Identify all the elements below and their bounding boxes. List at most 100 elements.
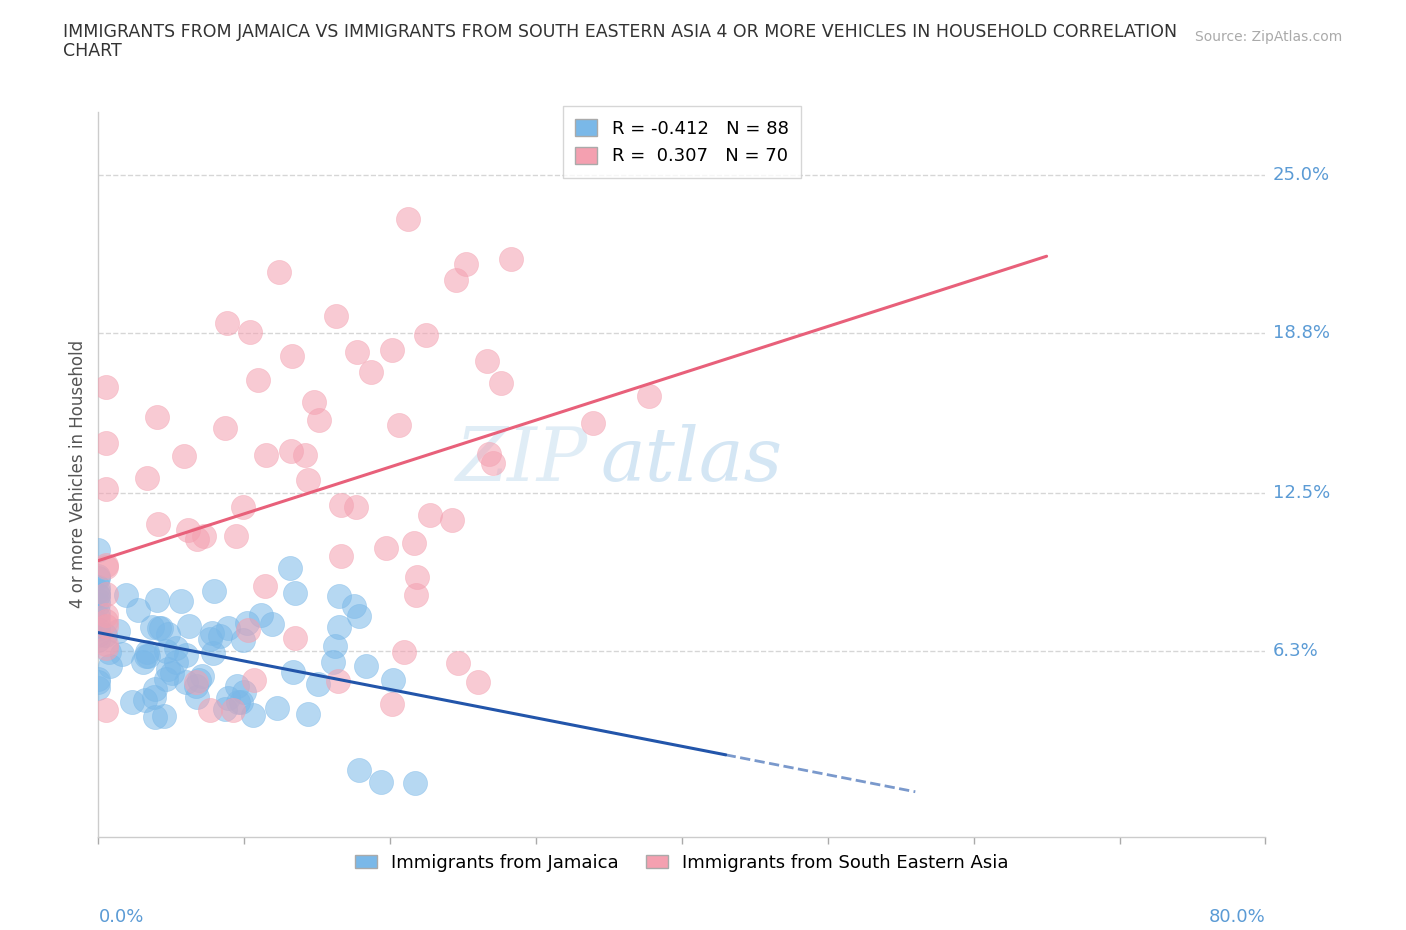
Point [381,697,404,711]
Point [94,637,117,652]
Point [143,710,166,724]
Point [491,375,513,390]
Text: 12.5%: 12.5% [1272,485,1330,502]
Point [349,763,371,777]
Text: Source: ZipAtlas.com: Source: ZipAtlas.com [1195,30,1343,44]
Point [415,327,437,342]
Point [329,498,352,512]
Point [184,675,207,690]
Point [156,627,179,642]
Point [111,646,134,661]
Point [87,592,110,607]
Point [260,617,283,631]
Point [157,662,180,677]
Point [170,594,193,609]
Point [325,309,347,324]
Text: ZIP: ZIP [457,423,589,496]
Point [136,649,159,664]
Point [132,655,155,670]
Point [404,776,426,790]
Legend: Immigrants from Jamaica, Immigrants from South Eastern Asia: Immigrants from Jamaica, Immigrants from… [347,846,1017,879]
Point [94,628,117,643]
Point [308,413,330,428]
Point [87,604,110,619]
Point [232,632,254,647]
Point [302,394,325,409]
Point [233,684,256,699]
Text: 25.0%: 25.0% [1272,166,1330,184]
Point [94,435,117,450]
Point [148,517,170,532]
Point [87,568,110,583]
Point [114,587,136,602]
Point [328,619,350,634]
Point [370,775,392,790]
Point [150,620,173,635]
Point [162,666,184,681]
Point [406,569,429,584]
Text: 0.0%: 0.0% [98,909,143,926]
Point [346,345,368,360]
Point [107,624,129,639]
Point [382,672,405,687]
Point [280,444,302,458]
Point [198,631,221,646]
Point [179,619,201,634]
Point [143,681,166,696]
Point [202,583,225,598]
Point [87,632,110,647]
Point [155,672,177,687]
Point [297,472,319,487]
Point [94,640,117,655]
Point [501,252,523,267]
Point [186,689,208,704]
Point [94,587,117,602]
Point [638,389,661,404]
Point [294,447,316,462]
Point [278,560,301,575]
Point [87,675,110,690]
Point [94,482,117,497]
Point [202,645,225,660]
Point [226,678,249,693]
Point [239,325,262,339]
Point [229,694,252,709]
Point [87,680,110,695]
Text: atlas: atlas [600,423,782,496]
Point [94,613,117,628]
Point [388,418,411,432]
Point [326,673,349,688]
Point [221,702,243,717]
Point [165,655,187,670]
Point [238,622,260,637]
Point [419,508,441,523]
Point [98,644,121,659]
Point [174,675,197,690]
Point [94,618,117,633]
Point [201,626,224,641]
Point [582,415,605,430]
Point [323,638,346,653]
Point [87,542,110,557]
Point [146,410,169,425]
Point [217,621,239,636]
Text: IMMIGRANTS FROM JAMAICA VS IMMIGRANTS FROM SOUTH EASTERN ASIA 4 OR MORE VEHICLES: IMMIGRANTS FROM JAMAICA VS IMMIGRANTS FR… [63,23,1177,41]
Point [146,592,169,607]
Point [87,587,110,602]
Point [186,531,208,546]
Point [187,672,209,687]
Point [217,315,239,330]
Point [343,599,366,614]
Point [135,644,157,659]
Point [148,621,170,636]
Point [254,447,277,462]
Point [87,584,110,599]
Point [344,500,367,515]
Text: 6.3%: 6.3% [1272,643,1319,660]
Point [281,348,304,363]
Point [477,446,499,461]
Point [329,549,352,564]
Point [322,655,344,670]
Point [190,669,212,684]
Point [297,707,319,722]
